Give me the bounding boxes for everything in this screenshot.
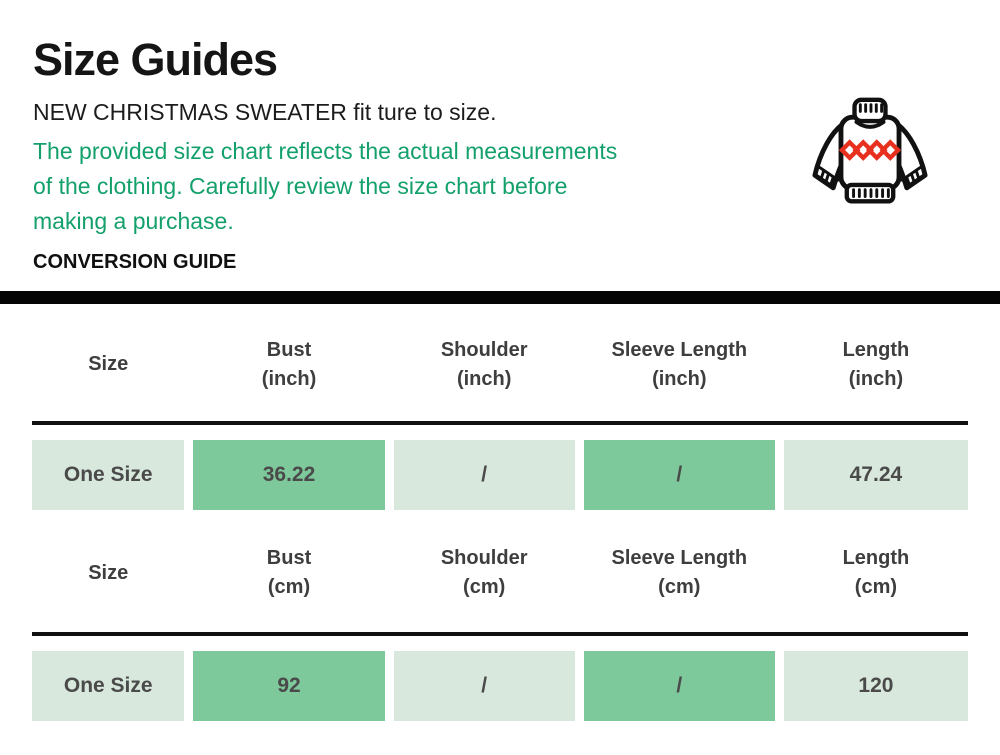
cm-col-shoulder: Shoulder (cm) bbox=[440, 547, 528, 599]
cm-col-sleeve-length: Sleeve Length (cm) bbox=[611, 547, 748, 599]
inch-col-shoulder: Shoulder (inch) bbox=[440, 338, 528, 390]
inch-data-row: One Size 36.22 / / 47.24 bbox=[32, 440, 968, 511]
cm-cell-sleeve-length: / bbox=[583, 651, 775, 722]
cm-header-row: Size Bust (cm) Shoulder (cm) Sleeve Leng… bbox=[32, 510, 968, 632]
size-table-cm: Size Bust (cm) Shoulder (cm) Sleeve Leng… bbox=[32, 510, 968, 722]
cm-cell-size: One Size bbox=[32, 651, 185, 722]
cm-col-size: Size bbox=[88, 561, 129, 584]
cm-header-rule bbox=[32, 632, 968, 637]
intro-section: Size Guides NEW CHRISTMAS SWEATER fit tu… bbox=[0, 0, 1000, 274]
size-chart-description: The provided size chart reflects the act… bbox=[33, 134, 967, 239]
inch-cell-bust: 36.22 bbox=[193, 440, 385, 511]
inch-cell-shoulder: / bbox=[393, 440, 575, 511]
inch-cell-length: 47.24 bbox=[783, 440, 968, 511]
description-line-1: The provided size chart reflects the act… bbox=[33, 138, 618, 165]
section-divider-bar bbox=[0, 291, 1000, 305]
cm-cell-bust: 92 bbox=[193, 651, 385, 722]
size-table-inch: Size Bust (inch) Shoulder (inch) Sleeve … bbox=[32, 304, 968, 511]
cm-col-length: Length (cm) bbox=[842, 547, 910, 599]
inch-col-bust: Bust (inch) bbox=[261, 338, 317, 390]
inch-col-size: Size bbox=[88, 353, 129, 376]
inch-col-sleeve-length: Sleeve Length (inch) bbox=[611, 338, 748, 390]
inch-header-row: Size Bust (inch) Shoulder (inch) Sleeve … bbox=[32, 304, 968, 421]
inch-cell-sleeve-length: / bbox=[583, 440, 775, 511]
cm-cell-shoulder: / bbox=[393, 651, 575, 722]
sweater-icon bbox=[806, 94, 934, 212]
size-tables: Size Bust (inch) Shoulder (inch) Sleeve … bbox=[32, 304, 968, 722]
conversion-guide-label: CONVERSION GUIDE bbox=[33, 251, 237, 274]
inch-col-length: Length (inch) bbox=[842, 338, 910, 390]
cm-cell-length: 120 bbox=[783, 651, 968, 722]
description-line-2: of the clothing. Carefully review the si… bbox=[33, 173, 568, 200]
cm-col-bust: Bust (cm) bbox=[266, 547, 312, 599]
cm-data-row: One Size 92 / / 120 bbox=[32, 651, 968, 722]
inch-cell-size: One Size bbox=[32, 440, 185, 511]
inch-header-rule bbox=[32, 421, 968, 426]
description-line-3: making a purchase. bbox=[33, 208, 234, 235]
fit-subtitle: NEW CHRISTMAS SWEATER fit ture to size. bbox=[33, 99, 497, 126]
page-title: Size Guides bbox=[33, 34, 278, 85]
